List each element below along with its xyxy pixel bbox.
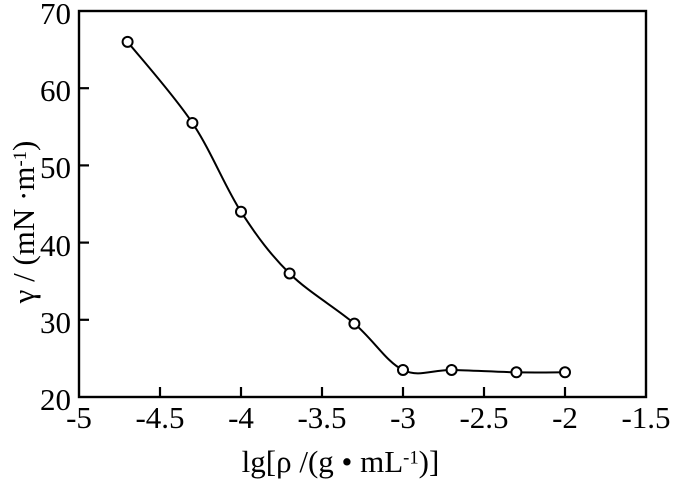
data-point-marker: [186, 116, 199, 129]
data-point-marker: [510, 366, 523, 379]
y-tick-label: 70: [40, 0, 71, 32]
y-tick-label: 30: [40, 304, 71, 340]
y-tick-label: 40: [40, 227, 71, 263]
y-axis-label-superscript: -1: [9, 151, 31, 167]
y-tick-label: 50: [40, 150, 71, 186]
y-tick-label: 60: [40, 73, 71, 109]
data-point-marker: [283, 267, 296, 280]
y-axis-label-text: γ / (mN ·m: [6, 166, 42, 304]
x-tick-label: -2.5: [459, 400, 509, 435]
y-tick-label: 20: [40, 382, 71, 418]
x-tick-label: -1.5: [621, 400, 671, 435]
data-line: [126, 41, 566, 375]
data-point-marker: [445, 363, 458, 376]
plot-frame: [77, 9, 648, 399]
x-tick-label: -2: [552, 400, 578, 435]
data-point-marker: [235, 205, 247, 218]
x-axis-label-text: lg[ρ /(g • mL: [241, 444, 404, 479]
data-point-marker: [348, 317, 361, 330]
y-axis-label-close: ): [6, 140, 42, 151]
x-tick-label: -4: [228, 400, 254, 435]
x-tick-label: -3: [390, 400, 416, 435]
data-point-marker: [397, 363, 409, 376]
x-axis-label-superscript: -1: [403, 447, 419, 469]
x-axis-label-close: )]: [418, 444, 440, 479]
x-tick-label: -3.5: [297, 400, 347, 435]
data-point-marker: [121, 35, 134, 48]
x-axis-label: lg[ρ /(g • mL-1)]: [0, 444, 681, 480]
x-tick-label: -4.5: [135, 400, 185, 435]
y-axis-label: γ / (mN ·m-1): [6, 141, 42, 304]
x-tick-label: -5: [66, 400, 92, 435]
data-point-marker: [559, 366, 571, 379]
